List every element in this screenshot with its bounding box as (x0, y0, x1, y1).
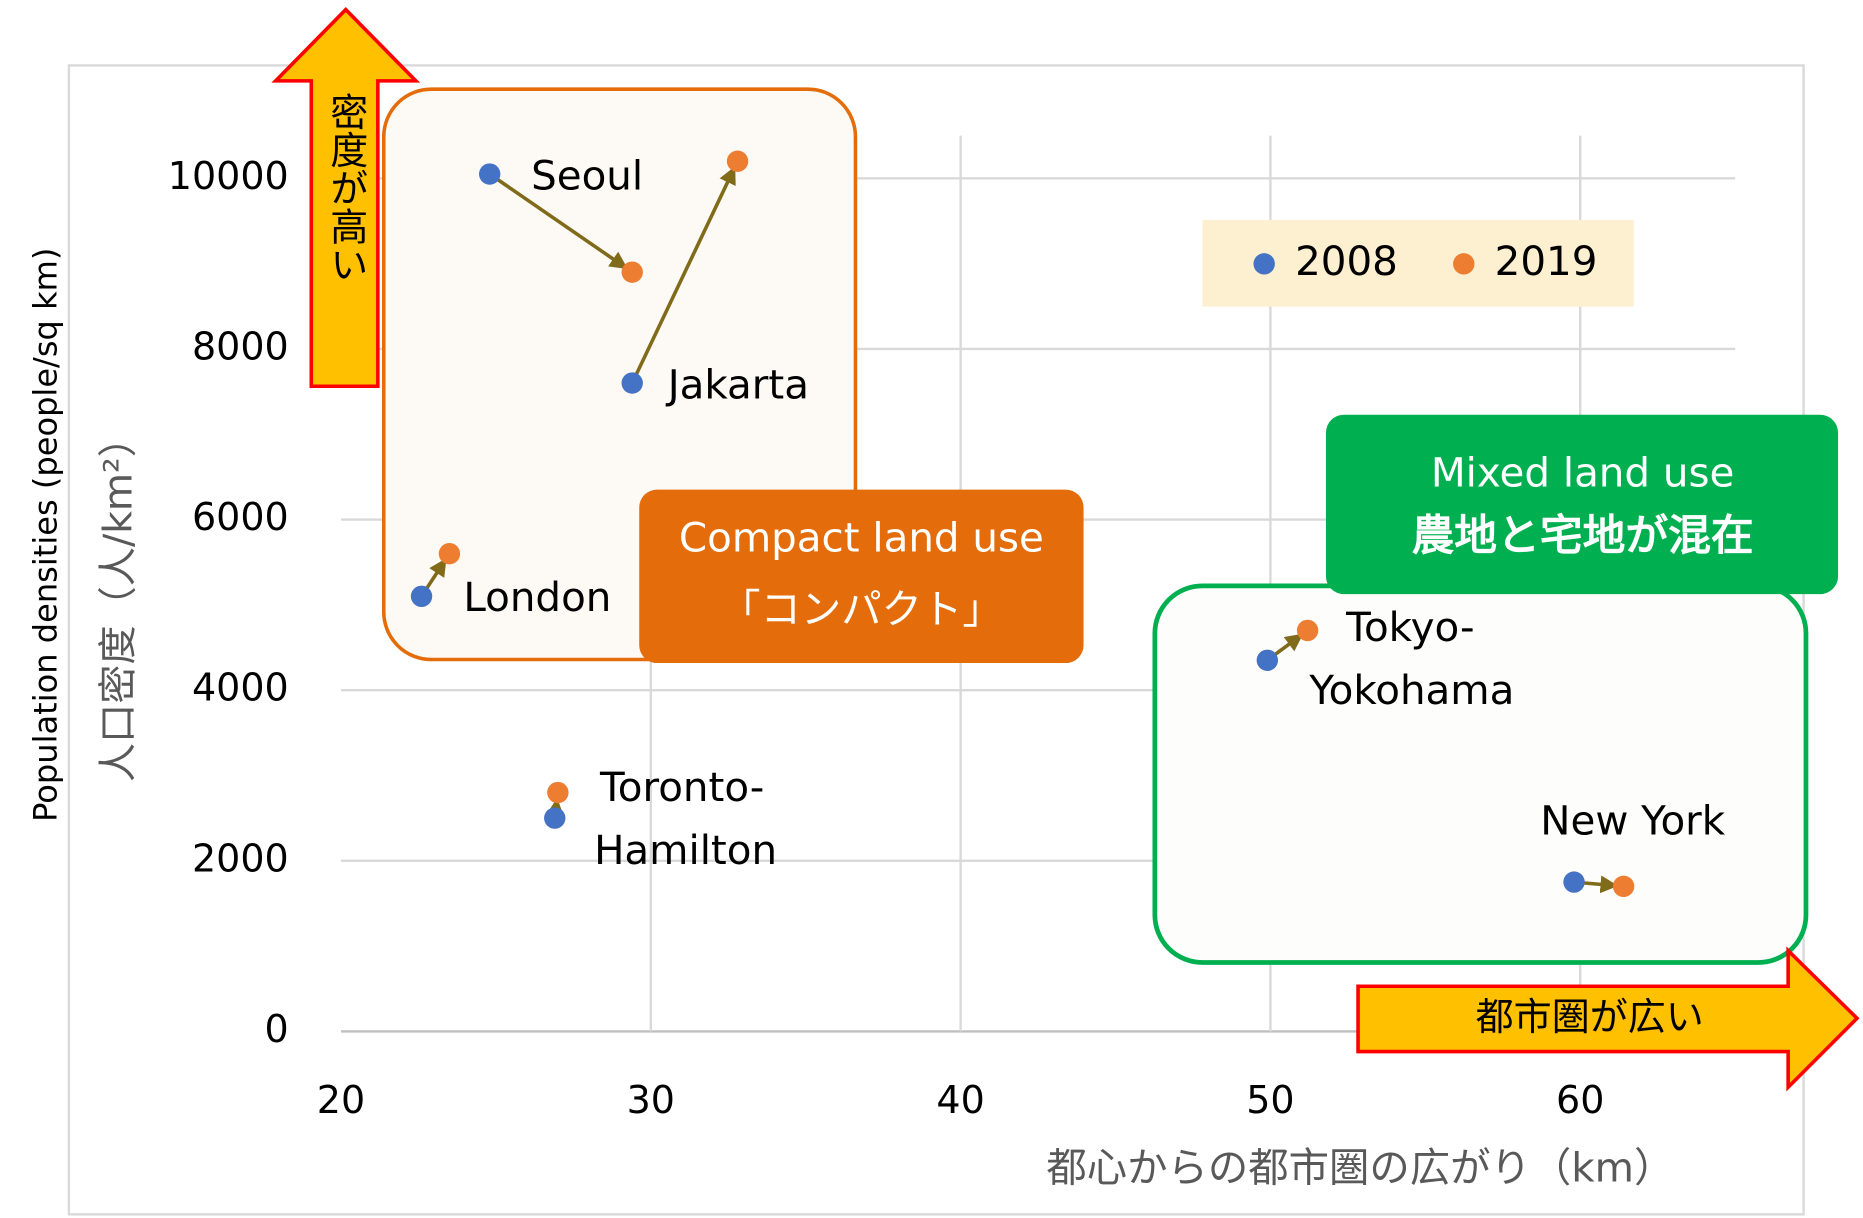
mixed-box (1325, 414, 1839, 595)
mixed-label: 農地と宅地が混在 (1412, 511, 1754, 561)
legend-marker (1253, 253, 1275, 275)
point (410, 585, 433, 608)
compact-label: 「コンパクト」 (720, 586, 1003, 633)
up-arrow-label: 密度が高い (324, 93, 368, 283)
change-arrow (1270, 633, 1304, 659)
compact-label: Compact land use (679, 515, 1044, 562)
change-arrow (1578, 875, 1619, 894)
y-tick-label: 4000 (192, 666, 289, 710)
change-arrow (422, 558, 448, 594)
city-label: New York (1540, 797, 1725, 844)
point (544, 807, 566, 829)
x-tick-label: 40 (936, 1078, 984, 1122)
mixed-region (1152, 583, 1809, 965)
y-tick-label: 8000 (192, 324, 289, 368)
up-arrow (271, 7, 421, 389)
y-tick-label: 0 (265, 1007, 289, 1051)
point (621, 372, 643, 394)
change-arrow (632, 166, 737, 380)
compact-box (639, 489, 1084, 664)
y-tick-label: 6000 (192, 495, 289, 539)
y-tick-label: 2000 (192, 836, 289, 880)
x-tick-label: 30 (627, 1078, 675, 1122)
x-tick-label: 20 (317, 1078, 365, 1122)
city-label: Hamilton (594, 827, 777, 874)
legend-label: 2008 (1295, 238, 1398, 285)
mixed-label: Mixed land use (1431, 449, 1734, 496)
point (547, 781, 569, 804)
point (1563, 871, 1585, 893)
y-axis-label: Population densities (people/sq km) (27, 248, 65, 822)
city-label: Yokohama (1308, 667, 1514, 714)
point (726, 150, 749, 172)
legend-label: 2019 (1495, 238, 1598, 285)
x-tick-label: 50 (1246, 1078, 1294, 1122)
x-tick-label: 60 (1556, 1078, 1604, 1122)
city-label: Tokyo- (1345, 604, 1474, 651)
city-label: London (463, 574, 611, 621)
point (479, 163, 501, 185)
point (1296, 619, 1319, 642)
change-arrow (492, 175, 628, 270)
point (621, 261, 643, 283)
right-arrow (1356, 946, 1860, 1092)
city-label: Jakarta (665, 361, 809, 408)
y-tick-label: 10000 (168, 154, 289, 198)
legend-marker (1453, 253, 1475, 275)
point (1256, 649, 1279, 671)
city-label: Seoul (531, 152, 643, 199)
point (438, 542, 461, 565)
y-axis-label: 人口密度（人/km²） (97, 418, 142, 782)
city-label: Toronto- (599, 764, 764, 811)
right-arrow-label: 都市圏が広い (1476, 995, 1704, 1039)
x-axis-label: 都心からの都市圏の広がり（km） (1046, 1144, 1674, 1191)
point (1612, 875, 1635, 898)
